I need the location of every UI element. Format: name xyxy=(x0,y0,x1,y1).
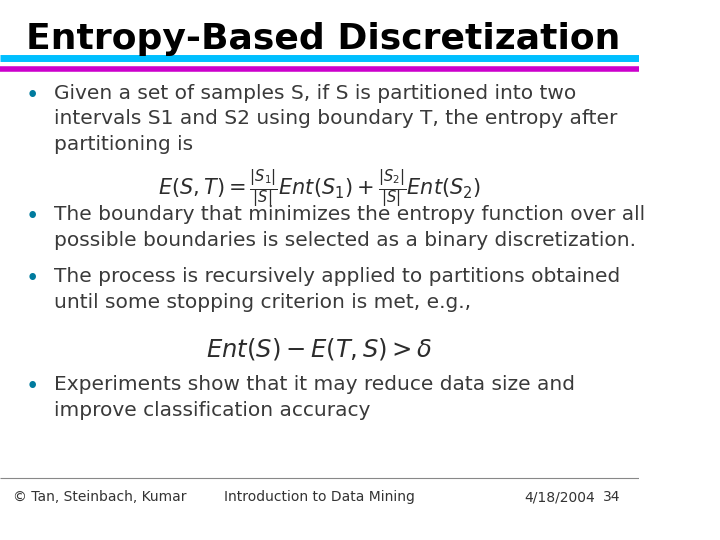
Text: 34: 34 xyxy=(603,490,620,504)
Text: Experiments show that it may reduce data size and
improve classification accurac: Experiments show that it may reduce data… xyxy=(54,375,575,420)
Text: •: • xyxy=(26,375,39,399)
Text: Given a set of samples S, if S is partitioned into two
intervals S1 and S2 using: Given a set of samples S, if S is partit… xyxy=(54,84,618,154)
Text: The boundary that minimizes the entropy function over all
possible boundaries is: The boundary that minimizes the entropy … xyxy=(54,205,645,250)
Text: •: • xyxy=(26,84,39,107)
Text: Introduction to Data Mining: Introduction to Data Mining xyxy=(225,490,415,504)
Text: 4/18/2004: 4/18/2004 xyxy=(524,490,595,504)
Text: •: • xyxy=(26,205,39,228)
Text: Entropy-Based Discretization: Entropy-Based Discretization xyxy=(26,22,620,56)
Text: $E(S,T) = \frac{|S_1|}{|S|}Ent(S_1) + \frac{|S_2|}{|S|}Ent(S_2)$: $E(S,T) = \frac{|S_1|}{|S|}Ent(S_1) + \f… xyxy=(158,167,481,210)
Text: $Ent(S) - E(T,S) > \delta$: $Ent(S) - E(T,S) > \delta$ xyxy=(207,336,433,362)
Text: © Tan, Steinbach, Kumar: © Tan, Steinbach, Kumar xyxy=(13,490,186,504)
Text: •: • xyxy=(26,267,39,291)
Text: The process is recursively applied to partitions obtained
until some stopping cr: The process is recursively applied to pa… xyxy=(54,267,621,312)
